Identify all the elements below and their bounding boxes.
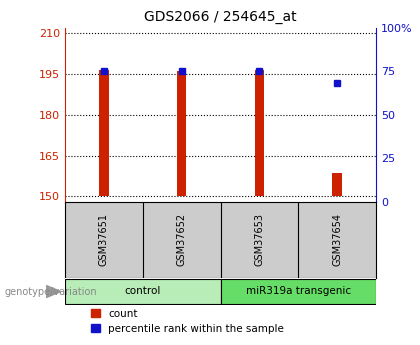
Bar [255, 70, 264, 196]
FancyBboxPatch shape [65, 279, 220, 304]
Title: GDS2066 / 254645_at: GDS2066 / 254645_at [144, 10, 297, 24]
Text: GSM37653: GSM37653 [255, 213, 264, 266]
Text: miR319a transgenic: miR319a transgenic [246, 286, 351, 296]
Text: control: control [125, 286, 161, 296]
Bar [99, 70, 109, 196]
Bar [332, 173, 342, 196]
Bar [177, 71, 186, 196]
Polygon shape [46, 285, 61, 298]
Text: GSM37654: GSM37654 [332, 213, 342, 266]
Text: GSM37651: GSM37651 [99, 213, 109, 266]
FancyBboxPatch shape [220, 279, 376, 304]
Text: genotype/variation: genotype/variation [4, 287, 97, 296]
Legend: count, percentile rank within the sample: count, percentile rank within the sample [87, 305, 288, 338]
Text: GSM37652: GSM37652 [177, 213, 186, 266]
